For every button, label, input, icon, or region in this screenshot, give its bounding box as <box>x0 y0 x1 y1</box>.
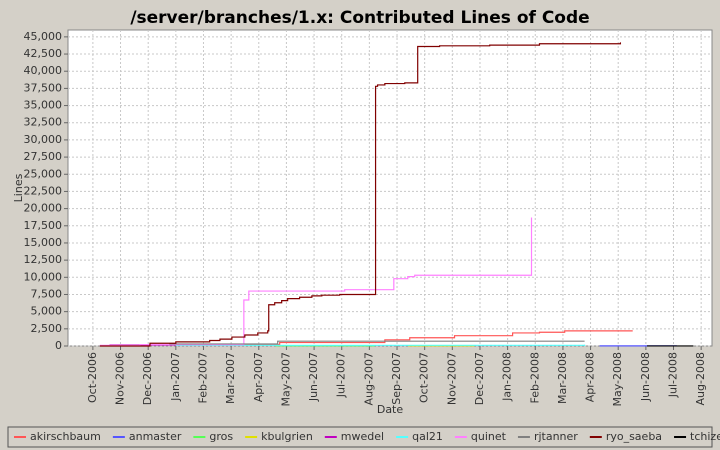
legend-label: mwedel <box>341 430 384 443</box>
y-tick-label: 0 <box>55 339 62 352</box>
y-tick-label: 20,000 <box>24 202 63 215</box>
x-tick-label: Jul-2007 <box>335 352 348 398</box>
x-tick-label: Nov-2006 <box>114 352 127 405</box>
legend-label: quinet <box>471 430 507 443</box>
y-tick-label: 12,500 <box>24 253 63 266</box>
legend-label: qal21 <box>412 430 443 443</box>
x-tick-label: Aug-2007 <box>362 352 375 405</box>
y-tick-label: 37,500 <box>24 81 63 94</box>
series-line <box>175 344 586 346</box>
x-tick-label: Oct-2006 <box>86 352 99 403</box>
x-tick-label: Jan-2008 <box>501 352 514 402</box>
x-tick-label: Feb-2007 <box>196 352 209 403</box>
x-tick-label: Jul-2008 <box>667 352 680 398</box>
x-tick-label: Apr-2007 <box>252 352 265 402</box>
y-tick-label: 22,500 <box>24 184 63 197</box>
legend-label: ryo_saeba <box>606 430 662 443</box>
y-tick-label: 27,500 <box>24 150 63 163</box>
y-tick-label: 25,000 <box>24 167 63 180</box>
x-tick-label: May-2007 <box>279 352 292 407</box>
x-tick-label: Sep-2007 <box>390 352 403 405</box>
y-tick-label: 45,000 <box>24 30 63 43</box>
series-line <box>99 217 533 346</box>
chart-title: /server/branches/1.x: Contributed Lines … <box>130 8 589 28</box>
y-tick-label: 7,500 <box>31 287 63 300</box>
x-tick-label: Nov-2007 <box>445 352 458 405</box>
x-tick-label: Mar-2008 <box>556 352 569 404</box>
legend-label: akirschbaum <box>30 430 101 443</box>
legend-label: kbulgrien <box>261 430 313 443</box>
legend-label: anmaster <box>129 430 182 443</box>
x-tick-label: Jun-2007 <box>307 352 320 402</box>
legend-box <box>7 426 713 448</box>
x-tick-label: Jan-2007 <box>169 352 182 402</box>
y-tick-label: 32,500 <box>24 116 63 129</box>
x-tick-label: Mar-2007 <box>224 352 237 404</box>
series-line <box>99 42 622 347</box>
x-tick-label: Oct-2007 <box>418 352 431 403</box>
x-tick-label: May-2008 <box>611 352 624 407</box>
x-tick-label: Apr-2008 <box>584 352 597 402</box>
y-tick-label: 15,000 <box>24 236 63 249</box>
x-tick-label: Aug-2008 <box>694 352 707 405</box>
y-tick-label: 17,500 <box>24 219 63 232</box>
series-line <box>169 340 585 345</box>
x-tick-label: Feb-2008 <box>528 352 541 403</box>
y-axis-label: Lines <box>12 173 25 202</box>
legend-label: tchize <box>690 430 720 443</box>
y-tick-label: 42,500 <box>24 47 63 60</box>
x-tick-label: Dec-2006 <box>141 352 154 405</box>
y-tick-label: 30,000 <box>24 133 63 146</box>
x-tick-label: Dec-2007 <box>473 352 486 405</box>
x-tick-label: Jun-2008 <box>639 352 652 402</box>
legend-label: rjtanner <box>534 430 578 443</box>
y-tick-label: 2,500 <box>31 322 63 335</box>
y-tick-label: 10,000 <box>24 270 63 283</box>
y-tick-label: 40,000 <box>24 64 63 77</box>
y-tick-label: 35,000 <box>24 99 63 112</box>
series-line <box>149 330 633 346</box>
y-tick-label: 5,000 <box>31 305 63 318</box>
x-axis-label: Date <box>377 403 404 416</box>
legend-label: gros <box>209 430 233 443</box>
plot-area <box>67 29 713 347</box>
